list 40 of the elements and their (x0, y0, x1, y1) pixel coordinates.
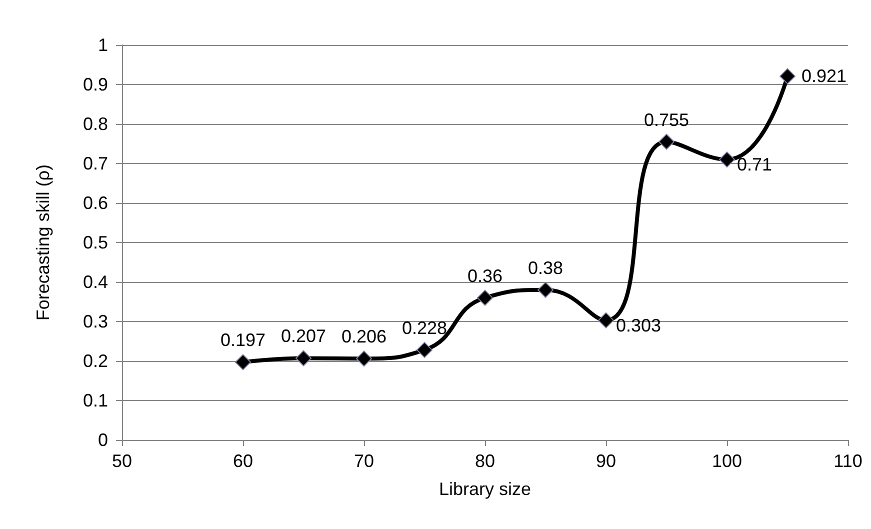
data-label: 0.36 (467, 266, 503, 286)
y-tick-label: 0.1 (82, 390, 108, 410)
y-tick-label: 0.8 (82, 114, 108, 134)
y-tick-label: 0.9 (82, 74, 108, 94)
y-axis-title: Forecasting skill (ρ) (33, 164, 53, 321)
x-tick-label: 80 (474, 451, 496, 471)
data-label: 0.38 (528, 258, 564, 278)
x-tick-label: 60 (232, 451, 254, 471)
x-tick-label: 50 (112, 451, 132, 471)
point (538, 282, 554, 298)
data-label: 0.921 (802, 66, 847, 86)
point (235, 354, 251, 370)
point (356, 350, 372, 367)
point (780, 68, 796, 84)
data-label: 0.206 (341, 326, 387, 347)
point (658, 134, 674, 150)
point (416, 342, 432, 358)
x-tick-label: 110 (834, 451, 862, 471)
y-tick-label: 0.5 (82, 232, 108, 252)
point (477, 290, 493, 306)
y-tick-label: 0.4 (82, 272, 108, 292)
data-label: 0.197 (220, 330, 266, 350)
point (719, 152, 735, 168)
data-label: 0.207 (280, 326, 326, 346)
data-label: 0.755 (644, 110, 690, 130)
point (598, 312, 614, 328)
x-tick-label: 100 (712, 451, 742, 471)
x-axis-title: Library size (438, 479, 532, 499)
y-tick-label: 0.6 (82, 193, 108, 213)
data-label: 0.71 (737, 154, 772, 175)
x-tick-label: 70 (354, 451, 374, 471)
data-label: 0.228 (402, 318, 448, 338)
y-tick-label: 1 (98, 35, 108, 55)
point (296, 350, 312, 366)
y-tick-label: 0.3 (82, 312, 108, 332)
y-tick-label: 0 (98, 430, 108, 450)
data-label: 0.303 (616, 315, 662, 336)
y-tick-label: 0.7 (82, 154, 108, 174)
y-tick-label: 0.2 (82, 351, 108, 371)
x-tick-label: 90 (596, 451, 616, 471)
